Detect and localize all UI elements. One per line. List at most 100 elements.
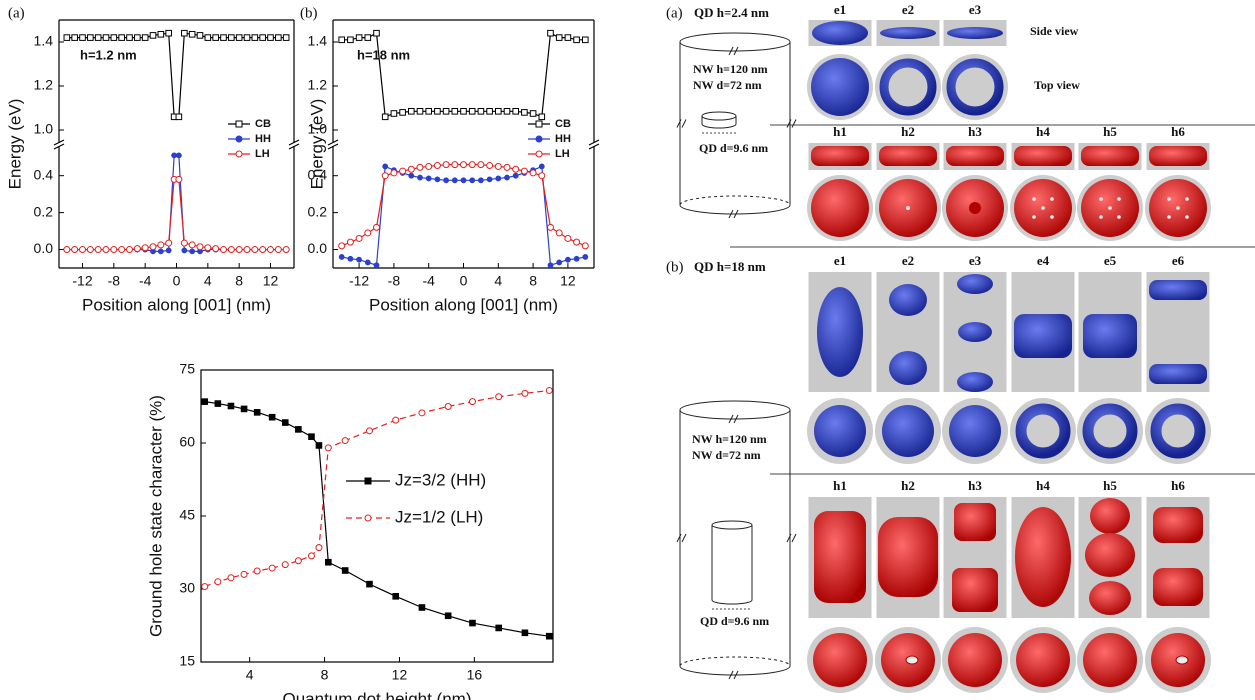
state-label: h1	[833, 124, 847, 139]
marker	[364, 34, 372, 41]
marker	[434, 108, 441, 115]
wavefunction	[952, 568, 998, 612]
state-label: h4	[1036, 478, 1050, 493]
marker	[390, 110, 398, 117]
wavefunction	[1082, 403, 1138, 459]
marker	[392, 593, 400, 600]
marker	[460, 161, 467, 169]
state-label: h5	[1103, 124, 1117, 139]
marker	[468, 398, 476, 406]
qd-diameter: QD d=9.6 nm	[700, 614, 769, 628]
break-mark	[786, 533, 797, 543]
panel-label: (b)	[666, 259, 684, 275]
marker	[175, 113, 183, 121]
node	[1167, 215, 1171, 219]
node	[1108, 206, 1112, 210]
marker	[469, 177, 476, 184]
wavefunction	[1015, 507, 1071, 607]
quantum-dot	[711, 520, 753, 530]
marker	[538, 163, 545, 170]
legend-label: LH	[555, 148, 570, 160]
wavefunction	[1150, 403, 1206, 459]
marker	[201, 583, 209, 591]
series-line	[341, 32, 586, 118]
marker	[165, 29, 172, 37]
annotation: h=18 nm	[357, 47, 410, 62]
y-axis-title: Energy (eV)	[307, 99, 326, 190]
wavefunction	[1083, 633, 1137, 687]
panel-title: QD h=18 nm	[694, 259, 766, 274]
y-tick-label: 1.0	[308, 121, 328, 137]
node	[1175, 655, 1189, 665]
state-label: h6	[1171, 124, 1185, 139]
marker	[240, 405, 248, 413]
marker	[564, 34, 572, 41]
marker	[521, 389, 529, 397]
marker	[189, 248, 196, 255]
marker	[442, 108, 450, 115]
y-tick-label: 0.0	[308, 240, 328, 256]
x-tick-label: -12	[349, 273, 369, 289]
marker	[201, 398, 209, 405]
marker	[87, 34, 94, 41]
wavefunction	[812, 21, 868, 45]
panel-label: (b)	[300, 5, 318, 21]
legend-label: HH	[255, 133, 271, 145]
wavefunction	[811, 58, 869, 116]
nanowire	[679, 42, 791, 215]
marker	[196, 243, 204, 251]
marker	[268, 564, 276, 572]
legend-marker	[364, 477, 372, 485]
wavefunction	[1153, 507, 1203, 543]
axis-break	[53, 139, 65, 146]
series-line	[66, 154, 287, 252]
break-mark	[728, 46, 739, 56]
legend-marker	[235, 135, 243, 143]
marker	[434, 176, 441, 183]
wavefunction	[947, 27, 1003, 39]
node	[1185, 197, 1189, 201]
wavefunction	[813, 633, 867, 687]
marker	[212, 245, 220, 253]
state-label: h3	[968, 124, 982, 139]
legend-marker	[535, 135, 543, 143]
marker	[204, 34, 212, 41]
marker	[315, 442, 323, 449]
marker	[442, 161, 450, 169]
marker	[228, 34, 235, 41]
marker	[547, 29, 554, 37]
marker	[227, 246, 235, 254]
marker	[227, 402, 235, 410]
marker	[86, 246, 94, 254]
wavefunction	[948, 633, 1002, 687]
x-tick-label: 8	[321, 667, 329, 683]
marker	[346, 238, 354, 246]
panel-title: QD h=2.4 nm	[694, 5, 769, 20]
x-tick-label: 8	[529, 273, 537, 289]
state-label: h3	[968, 478, 982, 493]
marker	[529, 169, 537, 177]
marker	[381, 113, 389, 121]
marker	[373, 29, 380, 37]
y-tick-label: 30	[179, 580, 195, 596]
state-label: e3	[969, 2, 982, 17]
quantum-dot	[711, 525, 753, 605]
panel-label: (a)	[8, 5, 25, 21]
marker	[295, 426, 302, 433]
wavefunction	[946, 58, 1004, 116]
marker	[355, 34, 363, 41]
marker	[545, 632, 553, 640]
panel-label: (a)	[666, 5, 683, 21]
marker	[555, 229, 563, 237]
x-tick-label: 16	[467, 667, 483, 683]
marker	[503, 108, 511, 115]
nanowire	[679, 32, 791, 52]
marker	[469, 619, 476, 627]
node	[1117, 197, 1121, 201]
marker	[347, 36, 354, 44]
state-label: e4	[1037, 253, 1050, 268]
marker	[582, 254, 589, 260]
marker	[399, 167, 407, 175]
marker	[71, 34, 78, 41]
